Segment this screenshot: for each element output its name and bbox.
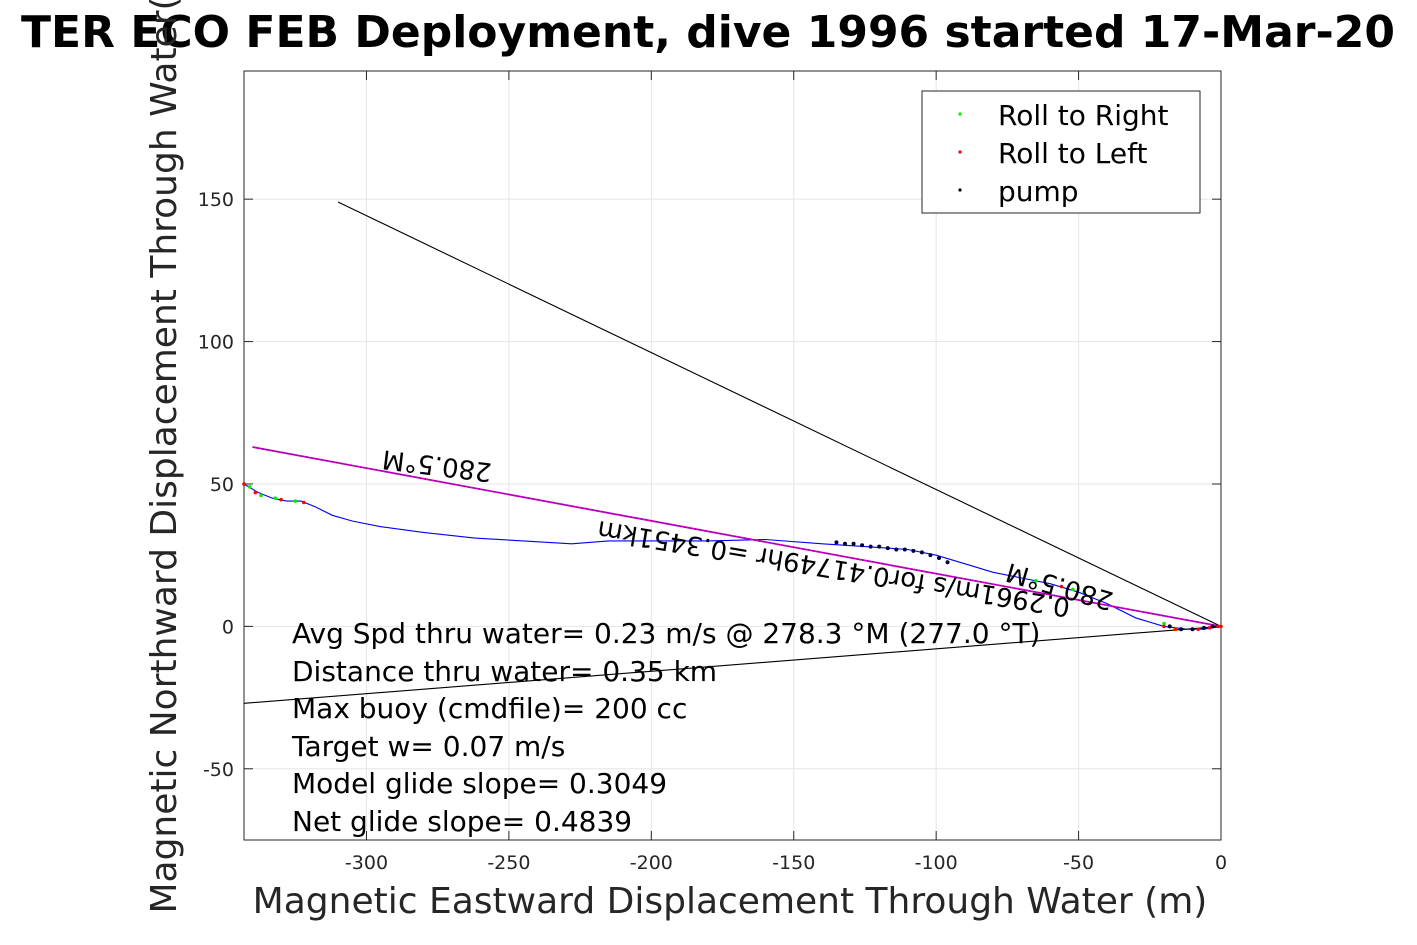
pump-point	[1167, 624, 1172, 629]
x-tick-labels: -300 -250 -200 -150 -100 -50 0	[345, 852, 1227, 874]
x-tick-label: -200	[630, 852, 673, 874]
legend: Roll to Right Roll to Left pump	[921, 90, 1201, 214]
pump-point	[877, 544, 882, 549]
pump-point	[945, 560, 950, 565]
stat-max-buoy: Max buoy (cmdfile)= 200 cc	[292, 692, 687, 725]
roll-right-point	[293, 499, 298, 503]
pump-point	[834, 540, 839, 545]
legend-label-pump: pump	[998, 175, 1079, 208]
legend-label-roll-left: Roll to Left	[998, 137, 1147, 170]
y-axis-label: Magnetic Northward Displacement Through …	[144, 0, 185, 914]
stat-target-w: Target w= 0.07 m/s	[291, 730, 565, 763]
y-tick-label: 0	[222, 616, 234, 638]
stats-block: Avg Spd thru water= 0.23 m/s @ 278.3 °M …	[291, 617, 1040, 838]
roll-left-point	[1196, 627, 1201, 632]
x-tick-label: -50	[1063, 852, 1094, 874]
annotation-heading-upper: 280.5°M	[381, 443, 494, 486]
x-tick-label: -300	[345, 852, 388, 874]
data-lines	[243, 201, 1222, 704]
pump-point	[928, 553, 933, 558]
pump-point	[1190, 627, 1195, 632]
y-tick-label: 150	[198, 189, 234, 211]
stat-distance: Distance thru water= 0.35 km	[292, 655, 717, 688]
pump-point	[851, 541, 856, 546]
roll-left-point	[253, 490, 258, 495]
roll-left-point	[1219, 624, 1223, 629]
roll-right-point	[247, 485, 252, 489]
x-tick-label: 0	[1215, 852, 1227, 874]
roll-right-point	[1034, 579, 1038, 583]
pump-point	[885, 546, 890, 551]
data-markers	[242, 482, 1223, 632]
pump-point	[919, 550, 924, 555]
pump-point	[843, 541, 848, 546]
roll-right-point	[259, 493, 263, 498]
pump-point	[1179, 627, 1184, 632]
roll-right-point	[1082, 590, 1087, 595]
roll-left-point	[1173, 627, 1178, 632]
legend-box	[921, 90, 1201, 214]
pump-point	[1201, 625, 1206, 630]
plot-area	[243, 70, 1222, 841]
legend-label-roll-right: Roll to Right	[998, 99, 1169, 132]
reference-line-upper	[337, 201, 1222, 627]
pump-point	[1210, 624, 1215, 629]
chart-title: TER ECO FEB Deployment, dive 1996 starte…	[21, 7, 1395, 58]
x-axis-label: Magnetic Eastward Displacement Through W…	[253, 881, 1208, 922]
roll-left-point	[242, 482, 246, 486]
pump-point	[911, 548, 916, 553]
reference-line-lower	[243, 625, 1222, 704]
x-tick-label: -100	[915, 852, 958, 874]
roll-left-point	[1216, 624, 1220, 629]
annotation-segment-label: 0.2961m/s for0.41749hr =0.3451km	[595, 514, 1072, 622]
y-tick-label: -50	[203, 759, 234, 781]
y-tick-label: 100	[198, 332, 234, 354]
roll-left-point	[302, 500, 306, 505]
roll-left-point	[279, 497, 283, 502]
pump-point	[894, 547, 899, 552]
pump-point	[860, 543, 865, 548]
stat-net-glide-slope: Net glide slope= 0.4839	[292, 805, 632, 838]
pump-point	[902, 547, 907, 552]
stat-model-glide-slope: Model glide slope= 0.3049	[292, 767, 667, 800]
heading-line-dots	[252, 446, 1222, 627]
legend-marker-roll-left	[958, 150, 962, 154]
legend-marker-roll-right	[958, 112, 962, 116]
roll-right-point	[1162, 621, 1166, 626]
pump-point	[868, 544, 873, 549]
y-tick-labels: -50 0 50 100 150	[198, 189, 234, 781]
pump-point	[937, 556, 942, 561]
roll-right-point	[1071, 587, 1075, 592]
glider-track-line	[243, 483, 1222, 630]
roll-left-point	[1059, 584, 1064, 589]
roll-left-point	[1162, 624, 1166, 629]
stat-avg-speed: Avg Spd thru water= 0.23 m/s @ 278.3 °M …	[292, 617, 1040, 650]
x-tick-label: -150	[772, 852, 815, 874]
roll-left-point	[1207, 626, 1212, 630]
roll-right-point	[273, 496, 278, 501]
x-tick-label: -250	[487, 852, 530, 874]
legend-marker-pump	[958, 188, 962, 192]
y-tick-label: 50	[210, 474, 234, 496]
